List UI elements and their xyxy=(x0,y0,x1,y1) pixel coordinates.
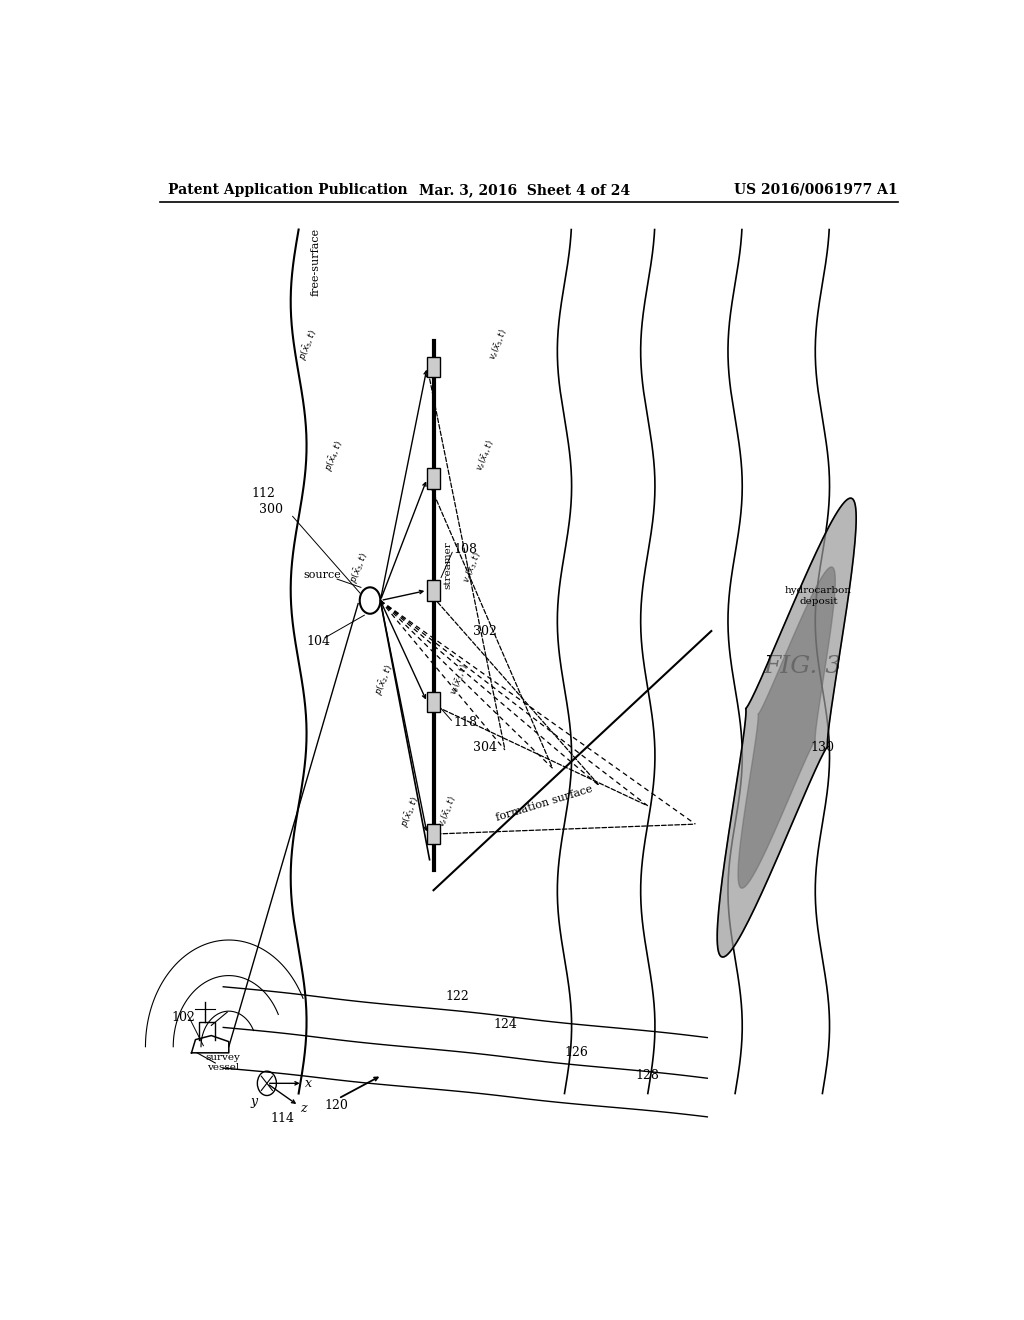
Bar xyxy=(427,581,440,601)
Text: 304: 304 xyxy=(473,742,498,755)
Text: Mar. 3, 2016  Sheet 4 of 24: Mar. 3, 2016 Sheet 4 of 24 xyxy=(419,183,631,197)
Text: Patent Application Publication: Patent Application Publication xyxy=(168,183,408,197)
Text: $v_z(\bar{x}_1,t)$: $v_z(\bar{x}_1,t)$ xyxy=(435,795,459,829)
Text: y: y xyxy=(250,1096,257,1107)
Text: streamer: streamer xyxy=(443,541,453,589)
Polygon shape xyxy=(717,498,856,957)
Text: 300: 300 xyxy=(259,503,283,516)
Text: 118: 118 xyxy=(454,715,477,729)
Text: $p(\bar{x}_2,t)$: $p(\bar{x}_2,t)$ xyxy=(373,663,396,697)
Text: z: z xyxy=(300,1102,307,1115)
Text: 302: 302 xyxy=(473,624,497,638)
Text: 126: 126 xyxy=(564,1047,589,1060)
Text: $p(\bar{x}_1,t)$: $p(\bar{x}_1,t)$ xyxy=(397,795,422,829)
Bar xyxy=(427,692,440,713)
Text: $p(\bar{x}_3,t)$: $p(\bar{x}_3,t)$ xyxy=(347,550,371,585)
Text: survey
vessel: survey vessel xyxy=(206,1053,241,1072)
Text: $v_z(\bar{x}_4,t)$: $v_z(\bar{x}_4,t)$ xyxy=(473,438,497,474)
Text: $v_z(\bar{x}_3,t)$: $v_z(\bar{x}_3,t)$ xyxy=(461,550,484,585)
Text: free-surface: free-surface xyxy=(310,227,321,296)
Bar xyxy=(427,356,440,378)
Text: FIG. 3: FIG. 3 xyxy=(763,655,841,678)
Text: 120: 120 xyxy=(325,1100,349,1113)
Text: 122: 122 xyxy=(445,990,469,1003)
Text: x: x xyxy=(305,1077,312,1090)
Text: 124: 124 xyxy=(494,1018,517,1031)
Bar xyxy=(427,824,440,845)
Text: 104: 104 xyxy=(306,635,331,648)
Text: 108: 108 xyxy=(454,544,477,556)
Text: 114: 114 xyxy=(270,1113,295,1126)
Text: source: source xyxy=(303,570,341,579)
Text: $v_z(\bar{x}_2,t)$: $v_z(\bar{x}_2,t)$ xyxy=(447,663,472,697)
Text: 130: 130 xyxy=(811,742,835,755)
Text: $p(\bar{x}_4,t)$: $p(\bar{x}_4,t)$ xyxy=(322,440,345,474)
Bar xyxy=(427,469,440,488)
Text: hydrocarbon
deposit: hydrocarbon deposit xyxy=(784,586,852,606)
Text: 128: 128 xyxy=(636,1069,659,1081)
Text: 102: 102 xyxy=(172,1011,196,1024)
Text: 112: 112 xyxy=(251,487,274,500)
Text: formation surface: formation surface xyxy=(495,784,594,824)
Text: US 2016/0061977 A1: US 2016/0061977 A1 xyxy=(734,183,898,197)
Text: $p(\bar{x}_5,t)$: $p(\bar{x}_5,t)$ xyxy=(296,327,321,362)
Text: $v_z(\bar{x}_5,t)$: $v_z(\bar{x}_5,t)$ xyxy=(486,326,510,362)
Polygon shape xyxy=(738,568,836,888)
